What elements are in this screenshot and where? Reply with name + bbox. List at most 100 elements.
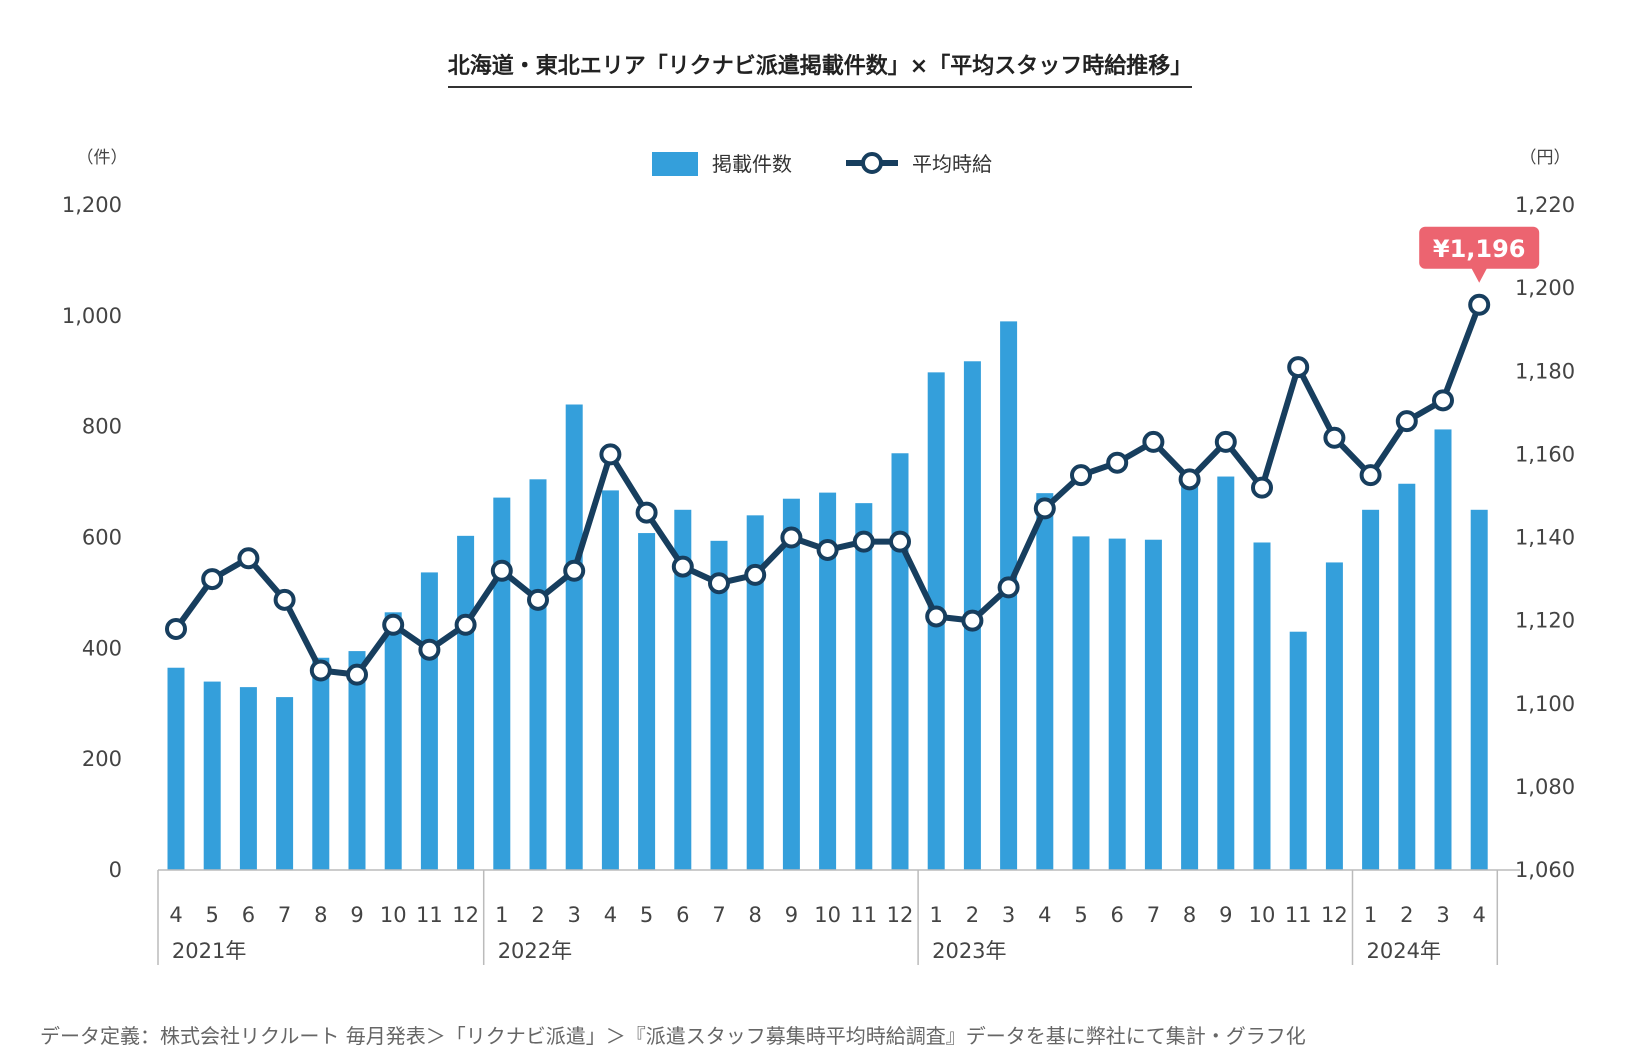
bar: [1362, 509, 1380, 870]
line-point: [708, 572, 730, 595]
bar: [493, 497, 511, 870]
line-point: [1359, 464, 1382, 487]
line-point: [454, 613, 477, 636]
x-tick-label: 2: [1400, 903, 1413, 927]
bar: [529, 479, 547, 870]
x-tick-label: 9: [785, 903, 798, 927]
x-tick-label: 7: [712, 903, 725, 927]
bar: [167, 667, 185, 870]
left-axis-unit: （件）: [77, 148, 128, 168]
bar: [312, 657, 330, 870]
right-tick-label: 1,060: [1515, 858, 1575, 882]
x-tick-label: 8: [749, 903, 762, 927]
line-series: [165, 293, 1491, 686]
line-point: [1287, 356, 1310, 379]
right-tick-label: 1,100: [1515, 692, 1575, 716]
x-tick-label: 11: [416, 903, 443, 927]
bar: [819, 492, 837, 870]
bar: [1470, 509, 1488, 870]
chart-title: 北海道・東北エリア「リクナビ派遣掲載件数」×「平均スタッフ時給推移」: [0, 48, 1640, 88]
bar: [601, 490, 619, 870]
bar: [1289, 631, 1307, 870]
line-point: [1251, 476, 1273, 499]
x-tick-label: 3: [1436, 903, 1449, 927]
line-point: [165, 617, 187, 640]
x-tick-label: 6: [242, 903, 255, 927]
legend-bar-label: 掲載件数: [712, 152, 792, 176]
left-tick-label: 400: [82, 636, 122, 660]
bar: [1181, 479, 1199, 870]
line-point: [1178, 468, 1201, 491]
line-point: [997, 576, 1020, 599]
x-tick-label: 12: [1321, 903, 1348, 927]
legend-bar-swatch: [652, 152, 698, 176]
x-tick-label: 6: [676, 903, 689, 927]
right-tick-label: 1,180: [1515, 359, 1575, 383]
line-point: [309, 659, 332, 682]
line-point: [1323, 426, 1346, 449]
bar: [565, 404, 583, 870]
year-label: 2024年: [1367, 939, 1441, 963]
x-tick-label: 4: [1038, 903, 1051, 927]
chart-title-text: 北海道・東北エリア「リクナビ派遣掲載件数」×「平均スタッフ時給推移」: [447, 48, 1193, 88]
line-point: [889, 530, 911, 553]
x-tick-label: 7: [278, 903, 291, 927]
left-tick-label: 800: [82, 415, 122, 439]
callout-value: ¥1,196: [1433, 235, 1526, 263]
callout-badge: [1419, 226, 1540, 269]
line-point: [201, 568, 224, 591]
x-tick-label: 8: [314, 903, 327, 927]
right-tick-label: 1,220: [1515, 193, 1575, 217]
bar: [1036, 493, 1054, 870]
x-tick-label: 2: [531, 903, 544, 927]
left-axis-ticks: 0 200 400 600 800 1,000 1,200: [62, 193, 122, 882]
left-tick-label: 200: [82, 747, 122, 771]
right-tick-label: 1,200: [1515, 276, 1575, 300]
right-axis-unit: （円）: [1520, 148, 1571, 168]
bar: [710, 540, 728, 870]
line-point: [527, 588, 549, 611]
year-label: 2022年: [498, 939, 572, 963]
bar: [1253, 542, 1271, 870]
x-tick-label: 1: [1364, 903, 1377, 927]
x-tick-label: 2: [966, 903, 979, 927]
line-point: [671, 555, 694, 578]
bar: [638, 533, 656, 870]
legend-line-label: 平均時給: [912, 152, 992, 176]
line-point: [780, 526, 803, 549]
right-tick-label: 1,120: [1515, 609, 1575, 633]
line-point: [490, 559, 513, 582]
year-label: 2023年: [932, 939, 1006, 963]
line-point: [635, 501, 658, 524]
x-tick-label: 11: [850, 903, 877, 927]
bar: [348, 651, 366, 870]
footnote: データ定義：株式会社リクルート 毎月発表＞「リクナビ派遣」＞『派遣スタッフ募集時…: [40, 1024, 1306, 1048]
line-point: [563, 559, 586, 582]
line-point: [925, 605, 948, 628]
bar: [1325, 562, 1343, 870]
x-tick-label: 6: [1111, 903, 1124, 927]
line-point: [961, 609, 984, 632]
x-tick-label: 10: [1249, 903, 1276, 927]
x-tick-label: 8: [1183, 903, 1196, 927]
line-point: [237, 547, 260, 570]
callout: ¥1,196: [1419, 226, 1540, 283]
line-point: [816, 538, 839, 561]
x-tick-label: 5: [1074, 903, 1087, 927]
line-point: [1142, 430, 1165, 453]
x-tick-label: 1: [495, 903, 508, 927]
bar: [1144, 539, 1162, 870]
x-tick-label: 12: [452, 903, 479, 927]
x-tick-label: 10: [380, 903, 407, 927]
bar: [420, 572, 438, 870]
callout-tail: [1471, 267, 1488, 283]
right-tick-label: 1,160: [1515, 442, 1575, 466]
x-tick-label: 10: [814, 903, 841, 927]
line-point: [1070, 464, 1092, 487]
x-tick-label: 12: [887, 903, 914, 927]
left-tick-label: 0: [109, 858, 122, 882]
bar: [782, 498, 800, 870]
x-tick-label: 5: [640, 903, 653, 927]
bar: [457, 535, 475, 870]
